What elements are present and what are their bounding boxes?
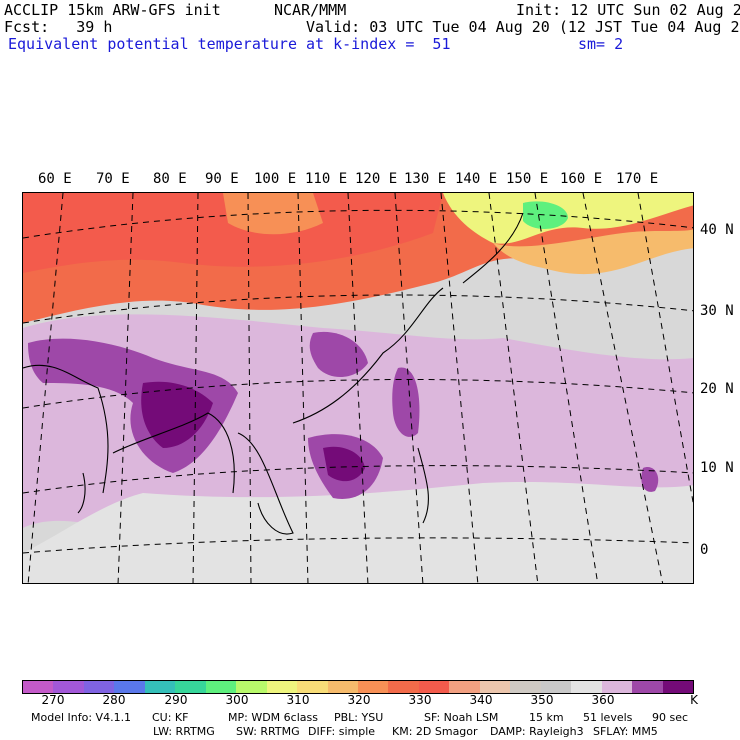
colorbar-swatch — [327, 681, 358, 693]
warm-patch — [223, 193, 323, 235]
colorbar-tick-label: 330 — [408, 693, 432, 707]
colorbar — [22, 680, 694, 694]
level-index: at k-index = 51 — [306, 35, 451, 53]
pale-region — [23, 481, 693, 583]
lat-label: 10 N — [700, 460, 734, 476]
colorbar-swatch — [540, 681, 572, 693]
colorbar-tick-label: 340 — [469, 693, 493, 707]
lon-label: 100 E — [254, 171, 297, 187]
colorbar-swatch — [236, 681, 267, 693]
time-step: 90 sec — [652, 711, 689, 724]
colorbar-swatch — [357, 681, 389, 693]
lon-label: 120 E — [355, 171, 398, 187]
peak-theta-region — [141, 381, 213, 448]
colorbar-swatch — [23, 681, 54, 693]
shortwave-scheme: SW: RRTMG — [236, 725, 300, 738]
lon-label: 80 E — [153, 171, 187, 187]
lon-label: 90 E — [205, 171, 239, 187]
forecast-hour: Fcst: 39 h — [4, 18, 113, 36]
cumulus-scheme: CU: KF — [152, 711, 189, 724]
cool-region — [443, 193, 693, 244]
lon-label: 140 E — [455, 171, 498, 187]
surface-scheme: SF: Noah LSM — [424, 711, 499, 724]
high-theta-region — [392, 367, 420, 437]
colorbar-swatch — [297, 681, 328, 693]
colorbar-swatch — [388, 681, 419, 693]
colorbar-swatch — [418, 681, 450, 693]
lat-label: 0 — [700, 542, 709, 558]
lon-label: 110 E — [305, 171, 348, 187]
colorbar-swatch — [144, 681, 176, 693]
init-time: Init: 12 UTC Sun 02 Aug 20 — [516, 1, 740, 19]
colorbar-swatch — [601, 681, 633, 693]
surface-layer-scheme: SFLAY: MM5 — [593, 725, 658, 738]
peak-theta-region — [323, 446, 365, 482]
colorbar-tick-label: 270 — [41, 693, 65, 707]
model-title: ACCLIP 15km ARW-GFS init — [4, 1, 221, 19]
colorbar-swatch — [632, 681, 663, 693]
map-panel — [22, 192, 694, 584]
colorbar-tick-label: 280 — [102, 693, 126, 707]
cool-core — [523, 201, 568, 229]
map-field — [23, 193, 693, 583]
colorbar-swatch — [175, 681, 206, 693]
colorbar-tick-label: 360 — [591, 693, 615, 707]
transition-band — [493, 229, 693, 275]
field-name: Equivalent potential temperature — [8, 35, 297, 53]
colorbar-swatch — [83, 681, 115, 693]
warm-core — [23, 193, 443, 273]
microphysics-scheme: MP: WDM 6class — [228, 711, 318, 724]
lat-label: 30 N — [700, 303, 734, 319]
km-option: KM: 2D Smagor — [392, 725, 478, 738]
high-theta-region — [309, 331, 368, 378]
colorbar-unit: K — [690, 693, 698, 707]
lon-label: 60 E — [38, 171, 72, 187]
pbl-scheme: PBL: YSU — [334, 711, 384, 724]
colorbar-tick-label: 290 — [164, 693, 188, 707]
high-theta-region — [641, 467, 659, 492]
resolution: 15 km — [529, 711, 564, 724]
lon-label: 160 E — [560, 171, 603, 187]
organization: NCAR/MMM — [274, 1, 347, 19]
colorbar-swatch — [510, 681, 541, 693]
diffusion-option: DIFF: simple — [308, 725, 376, 738]
lat-label: 40 N — [700, 222, 734, 238]
vertical-levels: 51 levels — [583, 711, 633, 724]
colorbar-tick-label: 310 — [286, 693, 310, 707]
coastlines — [23, 212, 524, 535]
colorbar-tick-label: 320 — [347, 693, 371, 707]
colorbar-swatch — [266, 681, 298, 693]
smoothing: sm= 2 — [578, 35, 624, 53]
colorbar-tick-label: 350 — [530, 693, 554, 707]
valid-time: Valid: 03 UTC Tue 04 Aug 20 (12 JST Tue … — [306, 18, 740, 36]
model-info: Model Info: V4.1.1 — [31, 711, 132, 724]
colorbar-swatch — [662, 681, 693, 693]
lon-label: 150 E — [506, 171, 549, 187]
lat-label: 20 N — [700, 381, 734, 397]
longwave-scheme: LW: RRTMG — [153, 725, 215, 738]
colorbar-swatch — [205, 681, 237, 693]
colorbar-swatch — [449, 681, 480, 693]
colorbar-swatch — [114, 681, 145, 693]
colorbar-swatch — [571, 681, 602, 693]
damping-option: DAMP: Rayleigh3 — [490, 725, 584, 738]
lon-label: 70 E — [96, 171, 130, 187]
lon-label: 170 E — [616, 171, 659, 187]
colorbar-tick-label: 300 — [225, 693, 249, 707]
colorbar-swatch — [479, 681, 511, 693]
graticule — [23, 193, 693, 583]
colorbar-swatch — [53, 681, 84, 693]
lon-label: 130 E — [404, 171, 447, 187]
